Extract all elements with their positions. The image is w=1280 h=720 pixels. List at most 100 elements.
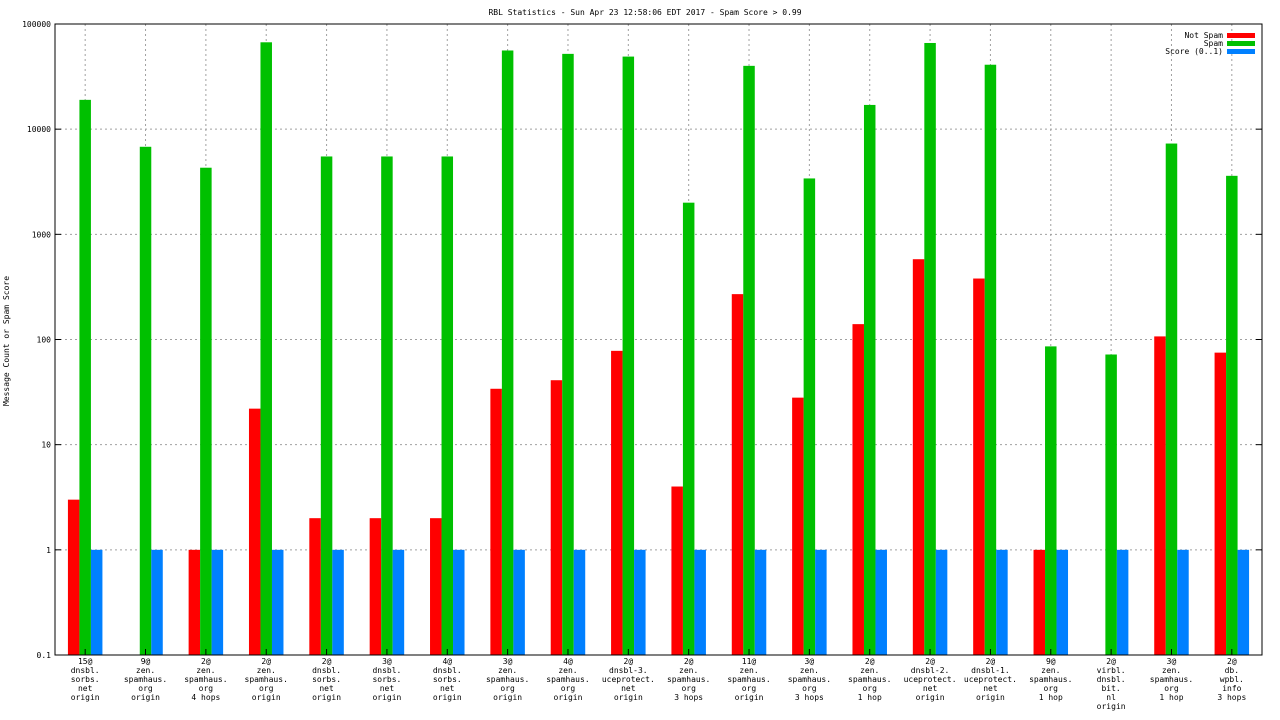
bar-0-18 [1154,336,1166,655]
bar-0-3 [248,408,261,655]
x-tick-label: zen. [558,666,577,675]
x-tick-label: sorbs. [71,675,100,684]
x-tick-label: org [259,684,274,693]
bar-2-19 [1237,549,1250,655]
x-tick-label: origin [252,693,281,702]
x-tick-label: 3 hops [1217,693,1246,702]
bar-1-3 [260,42,272,655]
x-tick-label: dnsbl-1. [971,666,1010,675]
bar-1-6 [441,156,454,655]
bar-2-12 [815,549,827,655]
bar-1-10 [682,202,695,655]
x-tick-label: spamhaus. [245,675,288,684]
legend-swatch [1227,33,1255,38]
bars [67,42,1250,656]
x-tick-label: origin [554,693,583,702]
x-tick-label: 2@ [1106,657,1116,666]
x-tick-label: 2@ [925,657,935,666]
x-tick-label: uceprotect. [964,675,1017,684]
legend-label: Spam [1204,39,1223,48]
bar-2-13 [875,549,887,655]
x-tick-label: 4@ [563,657,573,666]
bar-0-6 [430,518,442,655]
bar-0-10 [671,486,683,655]
bar-2-4 [332,549,344,655]
bar-2-16 [1056,549,1069,655]
x-tick-label: origin [916,693,945,702]
x-tick-label: 9@ [1046,657,1056,666]
x-tick-label: origin [976,693,1005,702]
x-tick-label: 4 hops [191,693,220,702]
bar-2-15 [996,549,1008,655]
x-tick-label: 3@ [503,657,513,666]
bar-1-1 [139,146,152,656]
y-tick-label: 0.1 [37,651,52,660]
x-tick-label: wpbl. [1220,675,1244,684]
x-tick-label: zen. [257,666,276,675]
x-tick-label: dnsbl. [71,666,100,675]
x-tick-label: origin [372,693,401,702]
x-tick-label: spamhaus. [1150,675,1193,684]
bar-1-8 [562,53,574,655]
y-tick-label: 10 [41,441,51,450]
x-tick-label: sorbs. [372,675,401,684]
bar-2-2 [211,549,224,655]
bar-0-16 [1033,549,1046,655]
bar-2-8 [573,549,586,655]
x-tick-label: zen. [1041,666,1060,675]
x-tick-label: 1 hop [858,693,882,702]
x-tick-label: 9@ [141,657,151,666]
bar-2-10 [694,549,706,655]
bar-0-11 [731,294,744,655]
x-tick-label: dnsbl. [433,666,462,675]
x-tick-label: bit. [1101,684,1120,693]
bar-1-11 [743,65,755,655]
x-tick-label: org [862,684,877,693]
legend-swatch [1227,49,1255,54]
x-tick-label: 3 hops [795,693,824,702]
x-tick-label: info [1222,684,1241,693]
x-tick-label: org [500,684,515,693]
x-tick-label: sorbs. [433,675,462,684]
x-tick-label: org [681,684,696,693]
x-tick-label: spamhaus. [788,675,831,684]
x-tick-label: org [1044,684,1059,693]
x-tick-label: 1 hop [1159,693,1183,702]
y-ticks: 100000 10000 1000 100 10 1 0.1 [22,20,1262,660]
x-tick-label: dnsbl. [372,666,401,675]
x-tick-label: origin [433,693,462,702]
x-tick-label: spamhaus. [184,675,227,684]
legend-swatch [1227,41,1255,46]
bar-2-14 [935,549,948,655]
x-tick-label: origin [131,693,160,702]
bar-1-19 [1226,175,1238,655]
bar-1-5 [381,156,393,655]
x-tick-label: 2@ [684,657,694,666]
bar-0-0 [67,499,80,655]
x-tick-label: 3@ [1167,657,1177,666]
x-tick-label: virbl. [1097,666,1126,675]
x-tick-label: spamhaus. [727,675,770,684]
x-tick-label: spamhaus. [546,675,589,684]
x-tick-label: 2@ [261,657,271,666]
x-tick-label: 3 hops [674,693,703,702]
x-tick-label: org [1164,684,1179,693]
x-tick-label: 2@ [865,657,875,666]
x-tick-label: org [561,684,576,693]
x-tick-label: net [380,684,395,693]
x-tick-label: org [802,684,817,693]
bar-0-7 [490,388,502,655]
bar-2-18 [1177,549,1189,655]
x-tick-label: net [78,684,93,693]
chart-title: RBL Statistics - Sun Apr 23 12:58:06 EDT… [488,8,801,17]
y-tick-label: 10000 [27,125,51,134]
x-tick-label: zen. [136,666,155,675]
bar-1-4 [320,156,333,655]
x-tick-label: spamhaus. [124,675,167,684]
x-tick-label: 2@ [1227,657,1237,666]
x-tick-label: net [621,684,636,693]
x-tick-label: 2@ [322,657,332,666]
x-tick-label: spamhaus. [1029,675,1072,684]
legend-label: Not Spam [1184,31,1223,40]
